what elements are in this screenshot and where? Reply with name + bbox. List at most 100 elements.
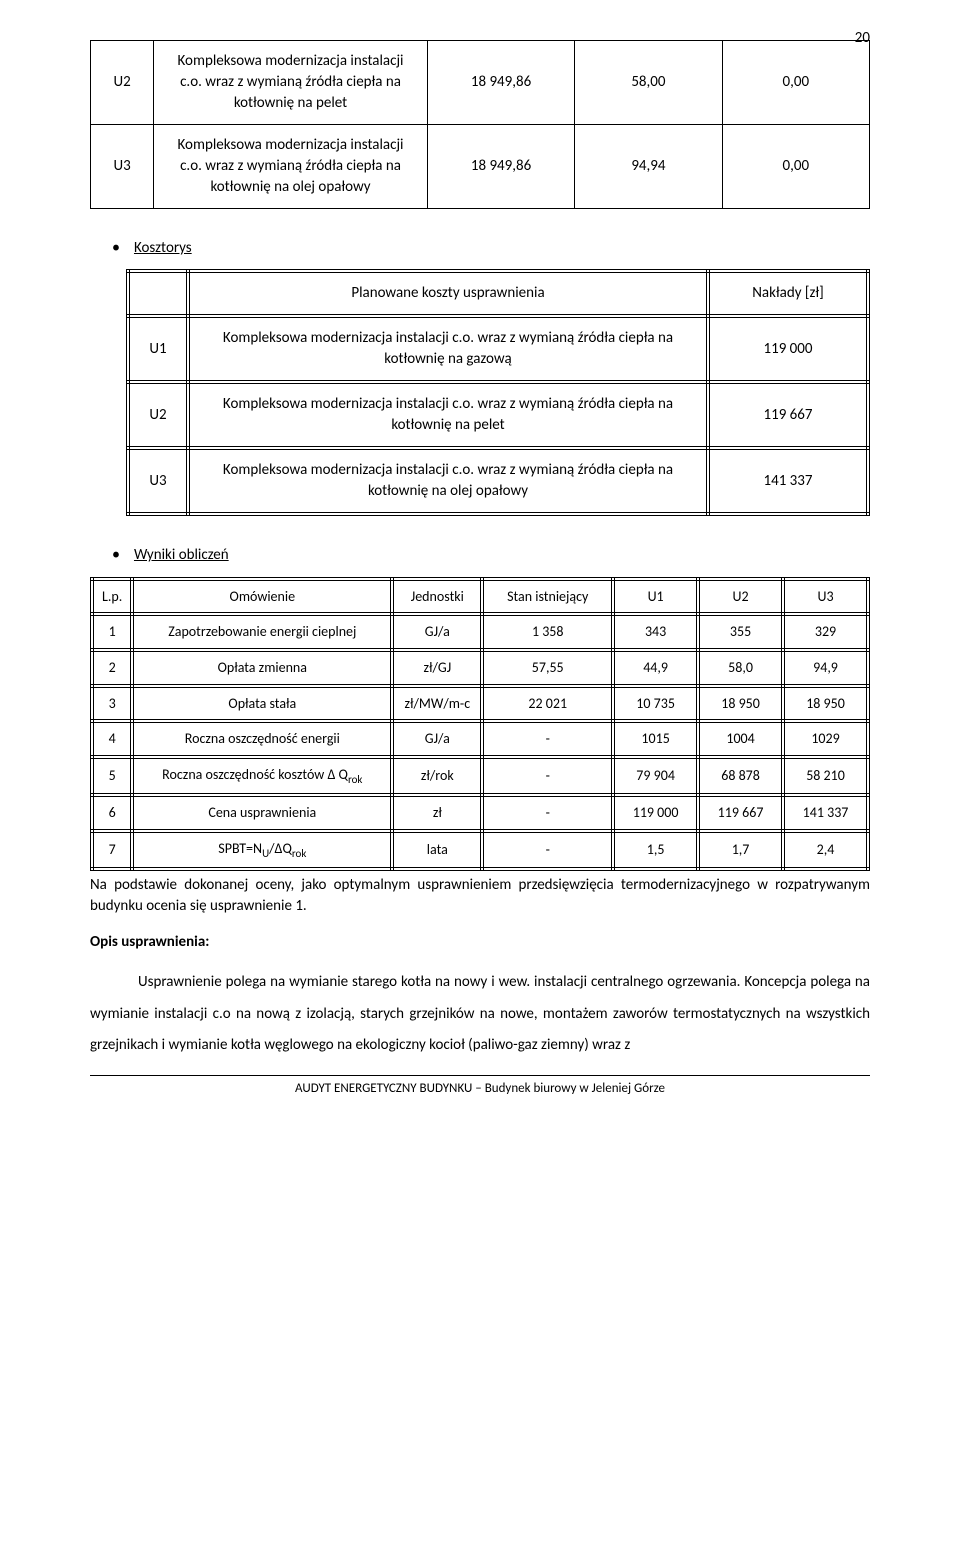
cell-u2: 119 667 [698,795,783,831]
cell-u2: 18 950 [698,686,783,722]
cell-u1: 44,9 [613,650,698,686]
cell-u3: 2,4 [783,831,868,869]
page-number: 20 [855,28,870,49]
row-code: U3 [91,125,154,209]
table-row: U1Kompleksowa modernizacja instalacji c.… [128,316,868,382]
row-val: 119 667 [708,382,868,448]
cell-lp: 5 [92,757,132,795]
row-code: U1 [128,316,188,382]
cell-stan: 57,55 [482,650,613,686]
cell-u1: 10 735 [613,686,698,722]
cell-lp: 2 [92,650,132,686]
cell-stan: - [482,757,613,795]
cell-lp: 4 [92,721,132,757]
cell-u2: 68 878 [698,757,783,795]
table-row: U2Kompleksowa modernizacja instalacji c.… [128,382,868,448]
cell-jd: GJ/a [392,721,482,757]
cell-stan: 1 358 [482,614,613,650]
row-v2: 94,94 [575,125,722,209]
table-row: 2Opłata zmiennazł/GJ57,5544,958,094,9 [92,650,868,686]
table-row: 1Zapotrzebowanie energii cieplnejGJ/a1 3… [92,614,868,650]
cell-lp: 7 [92,831,132,869]
cell-u1: 79 904 [613,757,698,795]
kosztorys-heading: • Kosztorys [112,237,870,259]
cell-u2: 1004 [698,721,783,757]
kosztorys-table: Planowane koszty usprawnienia Nakłady [z… [126,269,870,516]
table-row: U2Kompleksowa modernizacja instalacji c.… [91,41,870,125]
col-u3: U3 [783,579,868,615]
cell-u3: 58 210 [783,757,868,795]
row-desc: Kompleksowa modernizacja instalacji c.o.… [188,316,708,382]
opis-heading: Opis usprawnienia: [90,932,870,953]
col-u1: U1 [613,579,698,615]
row-desc: Kompleksowa modernizacja instalacji c.o.… [154,125,428,209]
kosztorys-header-right: Nakłady [zł] [708,271,868,316]
paragraph-summary: Na podstawie dokonanej oceny, jako optym… [90,875,870,919]
table-row: 3Opłata stałazł/MW/m-c22 02110 73518 950… [92,686,868,722]
cell-u1: 119 000 [613,795,698,831]
cell-jd: zł/GJ [392,650,482,686]
cell-lp: 1 [92,614,132,650]
cell-u2: 1,7 [698,831,783,869]
cell-u1: 1015 [613,721,698,757]
row-code: U3 [128,448,188,514]
cell-om: Cena usprawnienia [132,795,392,831]
bullet-icon: • [112,544,120,566]
row-v1: 18 949,86 [427,41,574,125]
top-table: U2Kompleksowa modernizacja instalacji c.… [90,40,870,209]
row-val: 119 000 [708,316,868,382]
col-u2: U2 [698,579,783,615]
row-desc: Kompleksowa modernizacja instalacji c.o.… [188,448,708,514]
cell-u3: 18 950 [783,686,868,722]
cell-jd: lata [392,831,482,869]
cell-lp: 3 [92,686,132,722]
wyniki-label: Wyniki obliczeń [134,545,229,566]
col-lp: L.p. [92,579,132,615]
cell-stan: - [482,795,613,831]
cell-stan: 22 021 [482,686,613,722]
cell-om: Roczna oszczędność kosztów Δ Qrok [132,757,392,795]
table-row: 6Cena usprawnieniazł-119 000119 667141 3… [92,795,868,831]
row-val: 141 337 [708,448,868,514]
cell-u2: 58,0 [698,650,783,686]
row-v3: 0,00 [722,41,869,125]
cell-u3: 329 [783,614,868,650]
table-row: 5Roczna oszczędność kosztów Δ Qrokzł/rok… [92,757,868,795]
cell-om: Zapotrzebowanie energii cieplnej [132,614,392,650]
kosztorys-label: Kosztorys [134,238,192,259]
table-row: U3Kompleksowa modernizacja instalacji c.… [91,125,870,209]
row-v1: 18 949,86 [427,125,574,209]
cell-jd: zł [392,795,482,831]
cell-jd: zł/rok [392,757,482,795]
wyniki-heading: • Wyniki obliczeń [112,544,870,566]
table-row: U3Kompleksowa modernizacja instalacji c.… [128,448,868,514]
table-row: 7SPBT=NU/ΔQroklata-1,51,72,4 [92,831,868,869]
cell-u3: 1029 [783,721,868,757]
col-om: Omówienie [132,579,392,615]
cell-u3: 94,9 [783,650,868,686]
row-v3: 0,00 [722,125,869,209]
cell-om: Opłata stała [132,686,392,722]
cell-jd: zł/MW/m-c [392,686,482,722]
wyniki-table: L.p. Omówienie Jednostki Stan istniejący… [90,577,870,871]
row-code: U2 [91,41,154,125]
cell-stan: - [482,721,613,757]
kosztorys-header-blank [128,271,188,316]
col-jd: Jednostki [392,579,482,615]
cell-jd: GJ/a [392,614,482,650]
cell-stan: - [482,831,613,869]
col-stan: Stan istniejący [482,579,613,615]
cell-u1: 1,5 [613,831,698,869]
opis-body: Usprawnienie polega na wymianie starego … [90,967,870,1062]
cell-u3: 141 337 [783,795,868,831]
cell-u2: 355 [698,614,783,650]
cell-om: SPBT=NU/ΔQrok [132,831,392,869]
row-desc: Kompleksowa modernizacja instalacji c.o.… [188,382,708,448]
table-row: 4Roczna oszczędność energiiGJ/a-10151004… [92,721,868,757]
page-footer: AUDYT ENERGETYCZNY BUDYNKU – Budynek biu… [90,1075,870,1098]
bullet-icon: • [112,237,120,259]
cell-om: Roczna oszczędność energii [132,721,392,757]
cell-u1: 343 [613,614,698,650]
row-desc: Kompleksowa modernizacja instalacji c.o.… [154,41,428,125]
cell-lp: 6 [92,795,132,831]
